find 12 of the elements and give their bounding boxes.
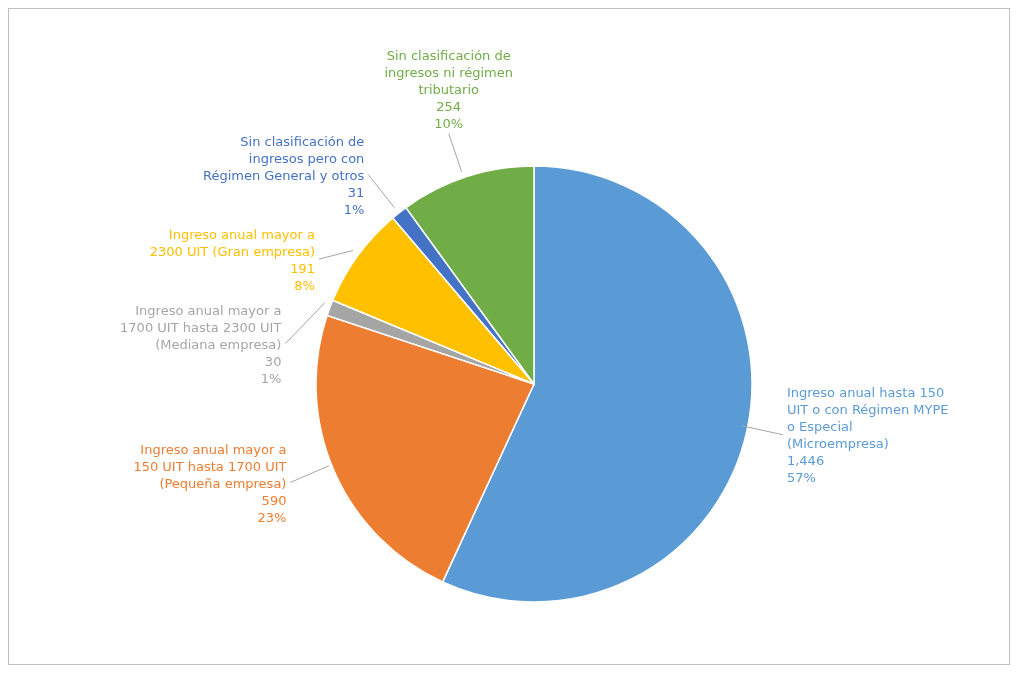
slice-label: Sin clasificación de ingresos ni régimen tributario — [384, 48, 514, 98]
slice-label: Ingreso anual mayor a 2300 UIT (Gran empresa) — [149, 226, 315, 259]
slice-label: Sin clasificación de ingresos pero con Régimen General y otros — [202, 133, 365, 183]
slice-label: Ingreso anual mayor a 150 UIT hasta 1700 UIT (Pequeña empresa) — [133, 441, 287, 491]
data-label: 1,446 57% — [786, 453, 825, 486]
data-label: 31 1% — [343, 184, 365, 217]
data-label: 191 8% — [290, 260, 315, 293]
data-label: 590 23% — [257, 492, 287, 525]
slice-label: Ingreso anual hasta 150 UIT o con Régimen MYPE o Especial (Microempresa) — [786, 385, 949, 452]
data-label: 30 1% — [260, 353, 282, 386]
slice-label: Ingreso anual mayor a 1700 UIT hasta 2300 UIT (Mediana empresa) — [120, 302, 282, 352]
data-label: 254 10% — [434, 99, 464, 132]
